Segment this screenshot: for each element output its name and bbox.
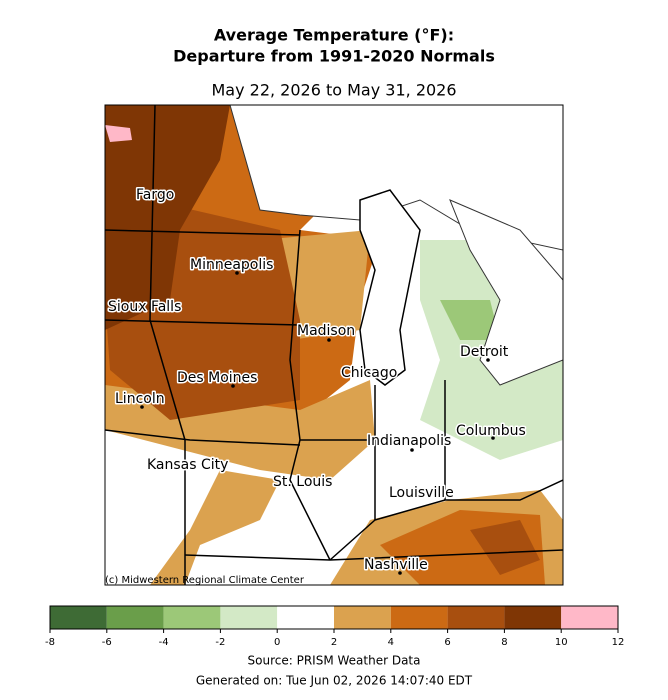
- colorbar-bin: [504, 606, 562, 629]
- map-frame: [104, 104, 564, 586]
- colorbar-bin: [50, 606, 107, 629]
- colorbar-tick-label: 12: [612, 637, 625, 648]
- colorbar-tick-label: -6: [102, 637, 112, 648]
- city-dot: [398, 571, 402, 575]
- colorbar-bin: [106, 606, 164, 629]
- city-label: Indianapolis: [367, 433, 451, 449]
- city-dot: [486, 358, 490, 362]
- colorbar-tick-label: 6: [444, 637, 450, 648]
- city-label: Columbus: [456, 423, 526, 439]
- city-dot: [140, 405, 144, 409]
- colorbar-tick-label: 8: [501, 637, 507, 648]
- city-label: Detroit: [460, 344, 509, 360]
- colorbar-tick-label: 10: [555, 637, 568, 648]
- colorbar-bin: [561, 606, 618, 629]
- source-note: Source: PRISM Weather Data: [248, 654, 421, 668]
- subtitle: May 22, 2026 to May 31, 2026: [211, 81, 456, 100]
- city-dot: [235, 271, 239, 275]
- city-label: Lincoln: [115, 391, 165, 407]
- colorbar-bin: [447, 606, 505, 629]
- map-area: [105, 105, 563, 585]
- generated-note: Generated on: Tue Jun 02, 2026 14:07:40 …: [196, 674, 473, 688]
- city-label: Kansas City: [147, 457, 228, 473]
- colorbar-bin: [334, 606, 391, 629]
- city-label: Chicago: [341, 365, 397, 381]
- map-credit: (c) Midwestern Regional Climate Center: [105, 575, 305, 586]
- colorbar-tick-label: 2: [331, 637, 337, 648]
- city-dot: [410, 448, 414, 452]
- city-label: Fargo: [136, 187, 174, 203]
- colorbar-tick-label: -2: [215, 637, 225, 648]
- city-dot: [491, 436, 495, 440]
- city-label: Louisville: [389, 485, 454, 501]
- colorbar-bin: [220, 606, 278, 629]
- colorbar-tick-label: -8: [45, 637, 55, 648]
- colorbar-tick-label: 0: [274, 637, 280, 648]
- colorbar-bin: [277, 606, 334, 629]
- title-line: Average Temperature (°F):: [214, 26, 454, 45]
- title-line: Departure from 1991-2020 Normals: [173, 47, 495, 66]
- colorbar-tick-label: -4: [159, 637, 169, 648]
- city-label: St. Louis: [273, 474, 332, 490]
- city-dot: [231, 384, 235, 388]
- city-label: Madison: [297, 323, 355, 339]
- city-label: Minneapolis: [190, 257, 273, 273]
- colorbar-bin: [390, 606, 448, 629]
- colorbar-bin: [163, 606, 221, 629]
- city-label: Nashville: [364, 557, 428, 573]
- city-label: Sioux Falls: [108, 299, 181, 315]
- city-label: Des Moines: [177, 370, 257, 386]
- city-dot: [327, 338, 331, 342]
- colorbar-tick-label: 4: [388, 637, 394, 648]
